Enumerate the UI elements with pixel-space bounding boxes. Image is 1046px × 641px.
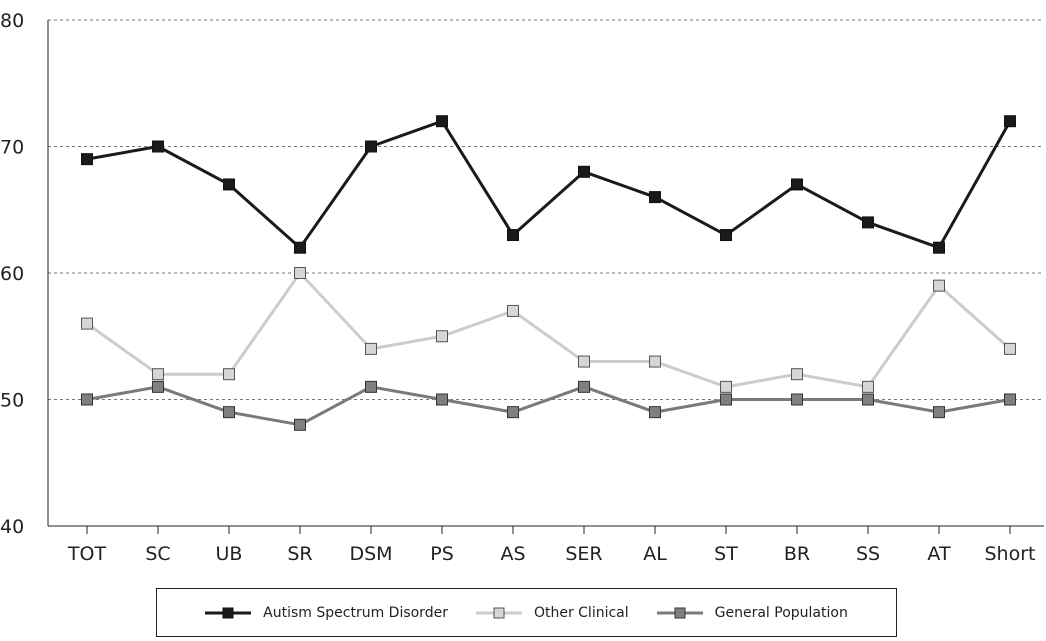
data-point	[294, 418, 306, 431]
x-tick-label: SC	[145, 543, 170, 565]
data-point	[791, 393, 803, 406]
x-tick-label: Short	[985, 543, 1036, 565]
y-tick-label: 70	[0, 137, 24, 159]
data-point	[365, 342, 377, 355]
data-point	[365, 380, 377, 393]
data-point	[152, 368, 164, 381]
x-tick-label: AT	[927, 543, 951, 565]
data-point	[1004, 393, 1016, 406]
data-point	[436, 115, 448, 128]
series-2	[81, 380, 1016, 431]
x-tick-label: SS	[856, 543, 880, 565]
data-point	[578, 355, 590, 368]
data-point	[507, 304, 519, 317]
series-1	[81, 267, 1016, 393]
legend-item-general-population: General Population	[656, 604, 848, 621]
series-line	[86, 385, 1011, 427]
x-tick-label: SER	[565, 543, 602, 565]
series-line	[86, 271, 1011, 389]
legend-item-other-clinical: Other Clinical	[475, 604, 629, 621]
data-point	[720, 393, 732, 406]
series	[81, 115, 1016, 431]
data-point	[507, 406, 519, 419]
x-tick-label: ST	[714, 543, 738, 565]
legend-label-other-clinical: Other Clinical	[533, 604, 629, 621]
data-point	[507, 229, 519, 242]
grid-lines	[48, 19, 1044, 400]
x-tick-label: AS	[500, 543, 525, 565]
legend: Autism Spectrum Disorder Other Clinical …	[156, 588, 897, 637]
data-point	[152, 140, 164, 153]
legend-swatch-general-population	[656, 607, 703, 618]
data-point	[933, 241, 945, 254]
x-tick-label: TOT	[67, 543, 107, 565]
data-point	[578, 165, 590, 178]
series-line	[86, 119, 1012, 250]
data-point	[862, 393, 874, 406]
legend-item-asd: Autism Spectrum Disorder	[205, 605, 448, 621]
x-tick-label: SR	[287, 543, 312, 565]
data-point	[152, 380, 164, 393]
legend-swatch-asd	[205, 607, 252, 618]
data-point	[791, 368, 803, 381]
data-point	[791, 178, 803, 191]
data-point	[720, 380, 732, 393]
x-tick-label: PS	[430, 543, 454, 565]
y-tick-label: 50	[0, 390, 24, 412]
x-tick-label: BR	[784, 543, 810, 565]
data-point	[81, 317, 93, 330]
data-point	[649, 191, 661, 204]
legend-swatch-other-clinical	[475, 607, 522, 618]
data-point	[223, 368, 235, 381]
data-point	[1004, 342, 1016, 355]
data-point	[294, 241, 306, 254]
y-tick-label: 80	[0, 10, 24, 32]
data-point	[223, 178, 235, 191]
data-point	[223, 406, 235, 419]
axes	[47, 20, 1044, 527]
y-tick-label: 60	[0, 263, 24, 285]
data-point	[720, 229, 732, 242]
data-point	[1004, 115, 1016, 128]
data-point	[365, 140, 377, 153]
y-tick-label: 40	[0, 516, 24, 538]
x-tick-label: UB	[216, 543, 243, 565]
data-point	[436, 393, 448, 406]
data-point	[862, 380, 874, 393]
data-point	[933, 279, 945, 292]
data-point	[649, 406, 661, 419]
y-axis-ticks: 40 50 60 70 80	[0, 10, 24, 538]
x-tick-label: DSM	[349, 543, 392, 565]
legend-label-general-population: General Population	[714, 604, 848, 621]
data-point	[578, 380, 590, 393]
x-tick-label: AL	[643, 543, 667, 565]
data-point	[933, 406, 945, 419]
data-point	[862, 216, 874, 229]
data-point	[649, 355, 661, 368]
data-point	[436, 330, 448, 343]
data-point	[81, 393, 93, 406]
data-point	[294, 267, 306, 279]
legend-label-asd: Autism Spectrum Disorder	[263, 604, 448, 621]
x-axis-ticks: TOT SC UB SR DSM PS AS SER AL ST BR SS AT Short	[67, 526, 1036, 565]
series-0	[81, 115, 1016, 254]
line-chart: 40 50 60 70 80 TOT SC UB SR DSM PS AS SER AL ST BR SS AT…	[0, 10, 1044, 565]
data-point	[81, 153, 93, 166]
